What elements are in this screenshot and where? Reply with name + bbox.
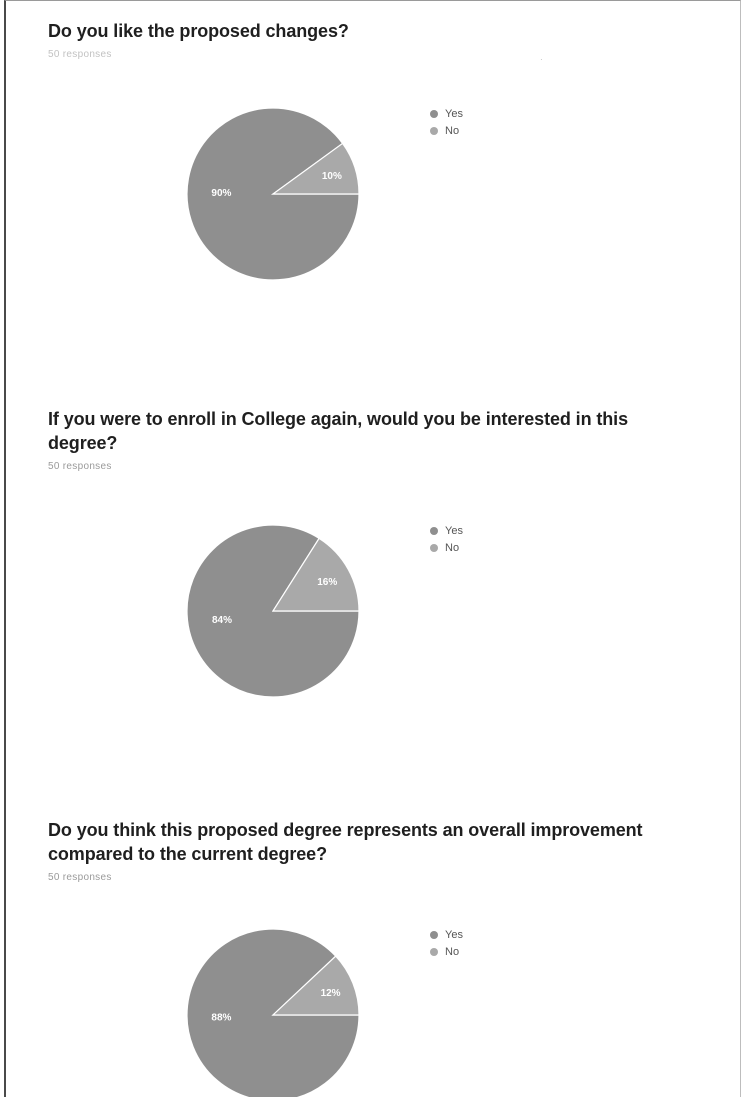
pie-chart-1: 10% 90%	[6, 99, 706, 289]
response-count-3: 50 responses	[48, 872, 112, 883]
legend-item-no: No	[430, 539, 463, 556]
legend-item-no: No	[430, 943, 463, 960]
legend-label-yes: Yes	[445, 107, 463, 120]
question-section-1: Do you like the proposed changes? 50 res…	[48, 19, 698, 60]
pie-slice-yes	[186, 928, 360, 1097]
question-title-2: If you were to enroll in College again, …	[48, 409, 628, 453]
pie-slice-no	[271, 142, 360, 195]
legend-label-no: No	[445, 945, 460, 958]
pie-chart-svg-3: 12% 88%	[186, 928, 360, 1097]
pie-label-yes: 88%	[211, 1012, 231, 1023]
chart-legend-2: Yes No	[430, 522, 463, 556]
legend-label-yes: Yes	[445, 928, 463, 941]
legend-swatch-no	[430, 543, 438, 552]
pie-label-yes: 90%	[211, 188, 231, 199]
pie-label-yes: 84%	[212, 615, 232, 626]
legend-item-yes: Yes	[430, 926, 463, 943]
question-title-3: Do you think this proposed degree repres…	[48, 820, 643, 864]
legend-item-yes: Yes	[430, 105, 463, 122]
pie-chart-svg-1: 10% 90%	[186, 107, 360, 281]
question-section-3: Do you think this proposed degree repres…	[48, 818, 698, 883]
chart-legend-3: Yes No	[430, 926, 463, 960]
legend-label-yes: Yes	[445, 524, 463, 537]
legend-label-no: No	[445, 541, 460, 554]
survey-results-page: Do you like the proposed changes? 50 res…	[4, 0, 741, 1097]
chart-legend-1: Yes No	[430, 105, 463, 139]
legend-swatch-no	[430, 947, 438, 956]
pie-label-no: 12%	[321, 988, 341, 999]
legend-item-no: No	[430, 122, 463, 139]
legend-swatch-no	[430, 126, 438, 135]
legend-item-yes: Yes	[430, 522, 463, 539]
pie-label-no: 16%	[317, 577, 337, 588]
legend-swatch-yes	[430, 526, 438, 535]
response-count-2: 50 responses	[48, 461, 112, 472]
pie-label-no: 10%	[322, 171, 342, 182]
pie-chart-svg-2: 16% 84%	[186, 524, 360, 698]
pie-chart-2: 16% 84%	[6, 516, 706, 706]
legend-swatch-yes	[430, 930, 438, 939]
question-section-2: If you were to enroll in College again, …	[48, 407, 698, 472]
response-count-1: 50 responses	[48, 49, 112, 60]
question-title-1: Do you like the proposed changes?	[48, 21, 349, 41]
pie-chart-3: 12% 88%	[6, 920, 706, 1097]
decorative-dot: ·	[540, 55, 543, 64]
pie-slice-no	[271, 537, 360, 612]
legend-label-no: No	[445, 124, 460, 137]
legend-swatch-yes	[430, 109, 438, 118]
pie-slice-no	[271, 955, 360, 1016]
